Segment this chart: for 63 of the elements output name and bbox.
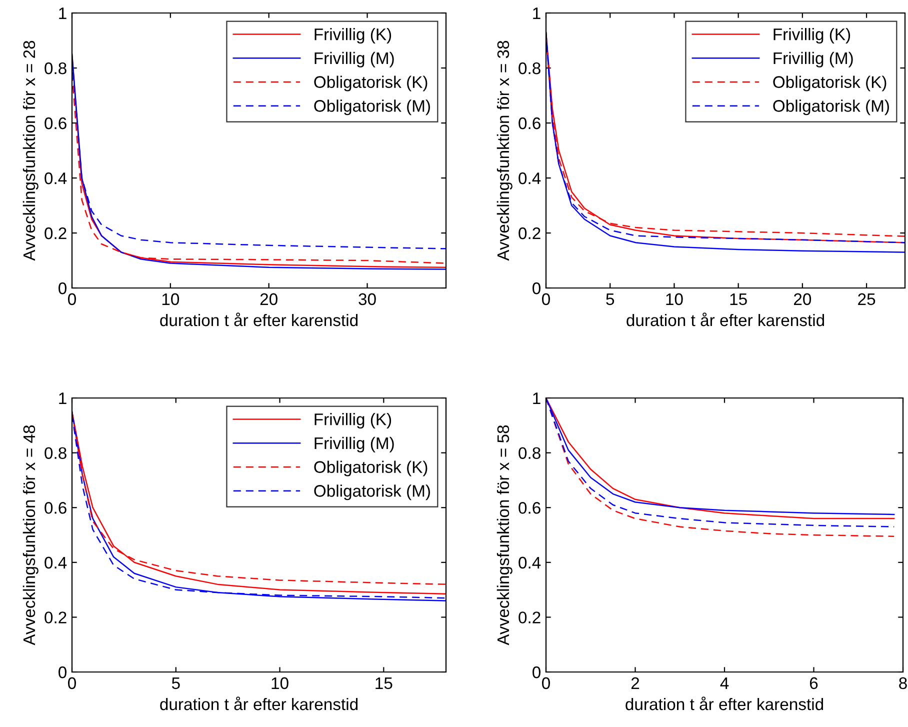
y-tick-label: 1	[533, 392, 540, 404]
legend-label: Frivillig (K)	[314, 28, 392, 44]
x-axis-title: duration t år efter karenstid	[160, 312, 358, 326]
legend-label: Frivillig (M)	[314, 436, 394, 452]
x-tick-label: 15	[730, 293, 747, 306]
legend-label: Frivillig (M)	[774, 52, 853, 68]
y-axis-title: Avvecklingsfunktion för x = 38	[496, 40, 512, 261]
y-tick-label: 0	[58, 282, 66, 294]
y-tick-label: 0.4	[44, 172, 67, 184]
y-tick-label: 0.2	[44, 227, 66, 240]
x-tick-label: 10	[162, 293, 180, 306]
y-tick-label: 0.2	[518, 227, 540, 240]
x-tick-label: 0	[68, 677, 76, 690]
x-tick-label: 5	[172, 677, 180, 690]
y-axis-title: Avvecklingsfunktion för x = 48	[22, 425, 38, 646]
legend-label: Frivillig (K)	[314, 413, 392, 429]
x-tick-label: 25	[858, 293, 876, 306]
y-tick-label: 0.4	[518, 172, 541, 184]
y-tick-label: 0.6	[518, 117, 540, 130]
x-tick-label: 0	[68, 293, 76, 306]
y-tick-label: 0.8	[518, 447, 540, 460]
x-tick-label: 5	[606, 293, 614, 306]
x-tick-label: 0	[542, 293, 550, 306]
legend-label: Obligatorisk (K)	[773, 76, 886, 92]
y-tick-label: 0.2	[44, 612, 66, 624]
y-tick-label: 1	[59, 8, 66, 20]
x-tick-label: 20	[260, 293, 278, 306]
x-tick-label: 2	[631, 677, 640, 689]
x-tick-label: 0	[542, 677, 550, 690]
y-tick-label: 1	[533, 8, 540, 20]
y-tick-label: 0.6	[44, 502, 66, 514]
y-tick-label: 0.6	[518, 502, 540, 514]
legend-label: Obligatorisk (M)	[773, 100, 889, 116]
x-tick-label: 10	[666, 293, 683, 306]
y-tick-label: 0.4	[518, 556, 541, 569]
y-tick-label: 0.8	[518, 62, 540, 74]
y-tick-label: 0	[532, 282, 540, 294]
y-tick-label: 0.8	[44, 62, 66, 74]
x-tick-label: 6	[810, 677, 818, 690]
y-tick-label: 0.2	[518, 612, 540, 624]
y-tick-label: 0.6	[44, 117, 66, 130]
y-axis-title: Avvecklingsfunktion för x = 58	[496, 425, 512, 646]
x-axis-title: duration t år efter karenstid	[626, 312, 824, 326]
x-tick-label: 15	[376, 677, 392, 690]
y-tick-label: 0	[58, 666, 66, 678]
x-tick-label: 4	[720, 677, 729, 689]
x-axis-title: duration t år efter karenstid	[160, 696, 358, 710]
legend-label: Obligatorisk (K)	[314, 76, 428, 92]
x-axis-title: duration t år efter karenstid	[626, 696, 824, 710]
y-tick-label: 0.8	[44, 447, 66, 460]
legend-label: Frivillig (K)	[774, 28, 850, 44]
legend-label: Frivillig (M)	[314, 52, 394, 68]
x-tick-label: 30	[358, 293, 376, 306]
y-tick-label: 0.4	[44, 556, 67, 569]
x-tick-label: 20	[794, 293, 812, 306]
x-tick-label: 8	[899, 677, 907, 690]
y-tick-label: 0	[532, 666, 540, 678]
x-tick-label: 10	[272, 677, 288, 690]
legend-label: Obligatorisk (K)	[314, 460, 428, 476]
y-axis-title: Avvecklingsfunktion för x = 28	[22, 40, 38, 261]
legend-label: Obligatorisk (M)	[314, 100, 430, 116]
y-tick-label: 1	[59, 392, 66, 404]
legend-label: Obligatorisk (M)	[314, 484, 430, 500]
